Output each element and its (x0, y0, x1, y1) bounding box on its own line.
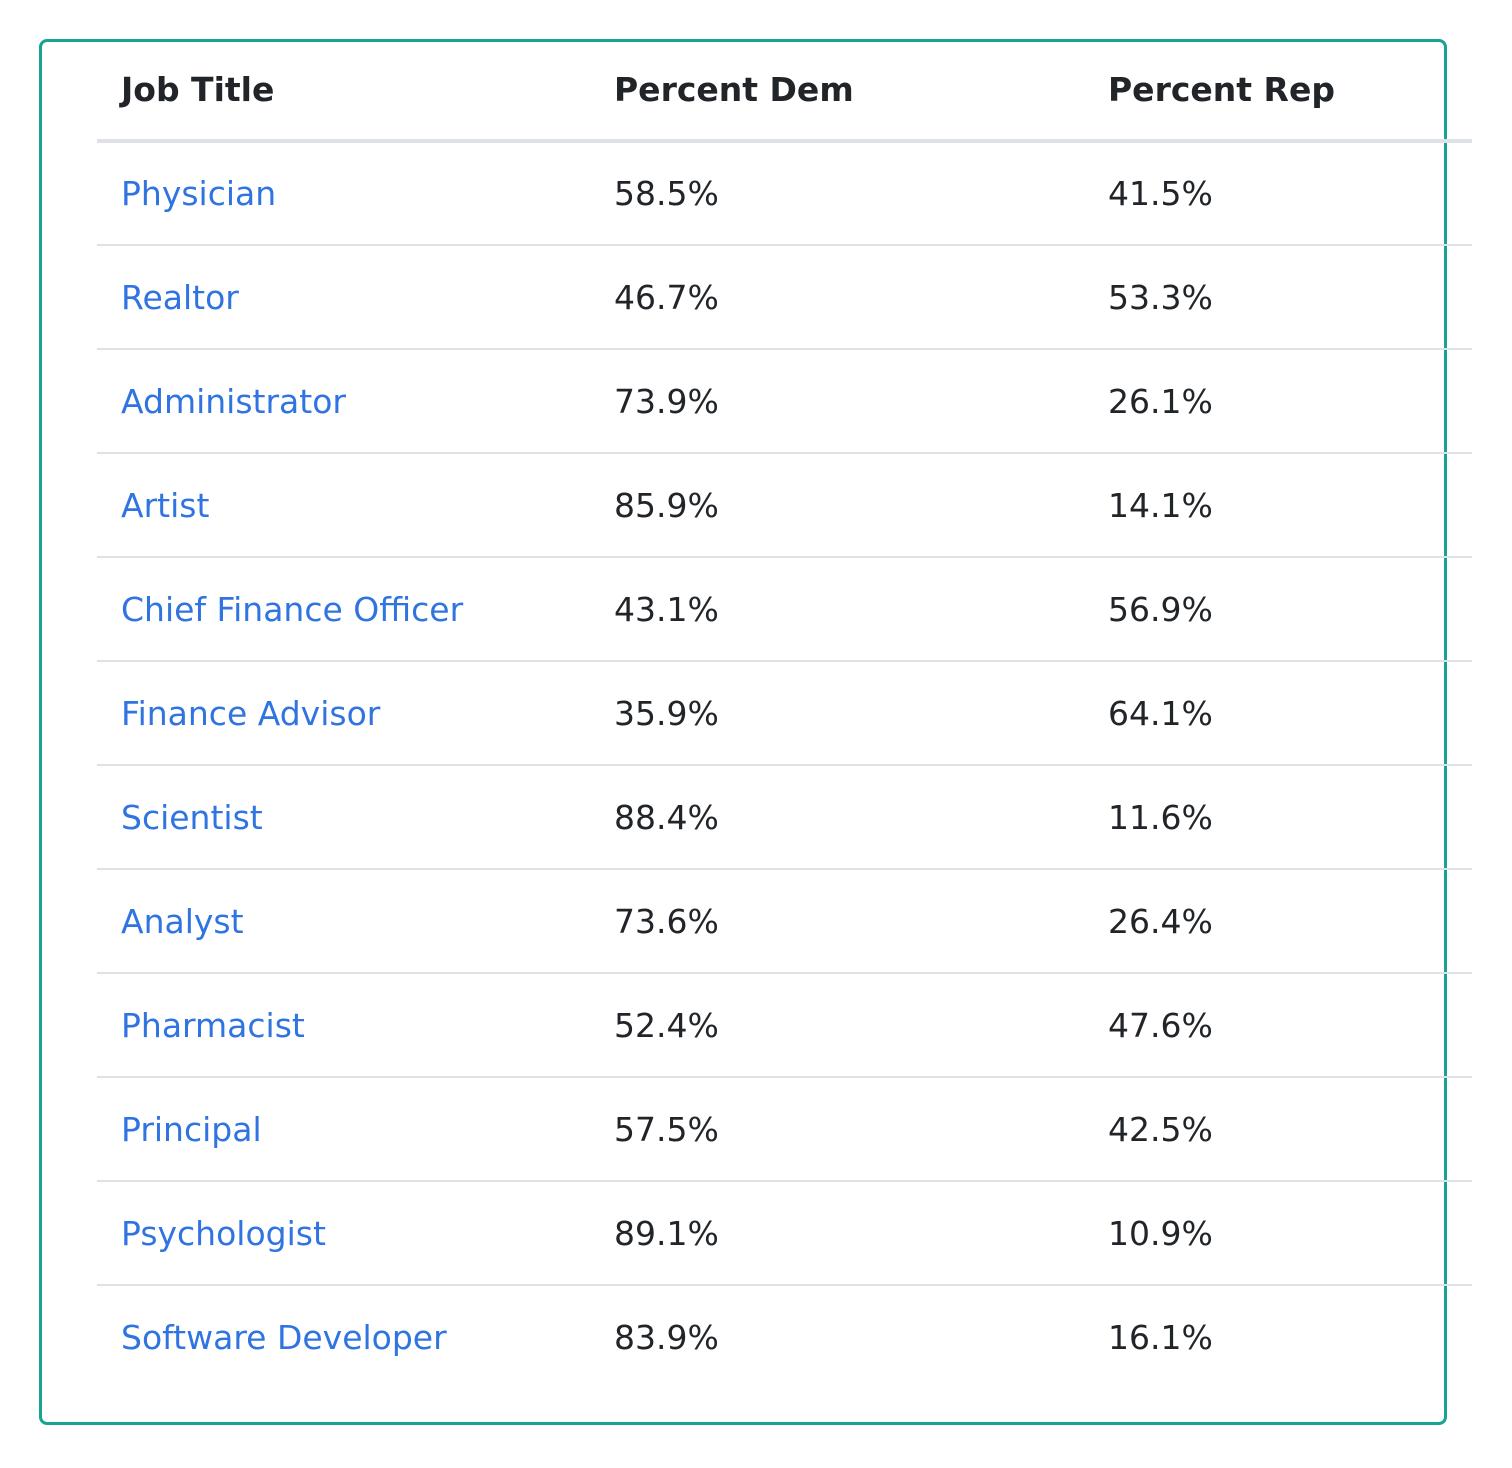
rep-cell: 26.4% (1084, 869, 1472, 974)
job-cell: Pharmacist (97, 973, 590, 1078)
job-cell: Analyst (97, 869, 590, 974)
job-cell: Administrator (97, 349, 590, 454)
rep-cell: 10.9% (1084, 1181, 1472, 1286)
table-header-row: Job Title Percent Dem Percent Rep (97, 40, 1472, 143)
table-row: Administrator 73.9% 26.1% (97, 349, 1472, 454)
job-link-physician[interactable]: Physician (121, 174, 277, 213)
rep-cell: 47.6% (1084, 973, 1472, 1078)
job-link-analyst[interactable]: Analyst (121, 901, 244, 941)
rep-cell: 53.3% (1084, 245, 1472, 350)
job-cell: Finance Advisor (97, 661, 590, 766)
dem-cell: 89.1% (590, 1181, 1084, 1286)
dem-cell: 52.4% (590, 973, 1084, 1078)
table-row: Realtor 46.7% 53.3% (97, 245, 1472, 350)
job-cell: Software Developer (97, 1285, 590, 1389)
table-row: Pharmacist 52.4% 47.6% (97, 973, 1472, 1078)
job-link-administrator[interactable]: Administrator (121, 381, 346, 421)
job-link-scientist[interactable]: Scientist (121, 797, 263, 837)
job-link-pharmacist[interactable]: Pharmacist (121, 1005, 305, 1045)
table-row: Chief Finance Officer 43.1% 56.9% (97, 557, 1472, 662)
rep-cell: 42.5% (1084, 1077, 1472, 1182)
dem-cell: 73.6% (590, 869, 1084, 974)
job-cell: Artist (97, 453, 590, 558)
job-link-psychologist[interactable]: Psychologist (121, 1213, 326, 1253)
dem-cell: 85.9% (590, 453, 1084, 558)
header-percent-rep: Percent Rep (1084, 40, 1472, 143)
table-row: Software Developer 83.9% 16.1% (97, 1285, 1472, 1389)
job-link-realtor[interactable]: Realtor (121, 277, 239, 317)
table-row: Psychologist 89.1% 10.9% (97, 1181, 1472, 1286)
table-container: Job Title Percent Dem Percent Rep Physic… (97, 40, 1472, 1389)
table-row: Analyst 73.6% 26.4% (97, 869, 1472, 974)
dem-cell: 58.5% (590, 141, 1084, 246)
table-row: Artist 85.9% 14.1% (97, 453, 1472, 558)
dem-cell: 73.9% (590, 349, 1084, 454)
dem-cell: 43.1% (590, 557, 1084, 662)
rep-cell: 14.1% (1084, 453, 1472, 558)
job-link-software-developer[interactable]: Software Developer (121, 1318, 447, 1357)
job-link-artist[interactable]: Artist (121, 485, 210, 525)
job-party-table: Job Title Percent Dem Percent Rep Physic… (97, 40, 1472, 1389)
job-cell: Chief Finance Officer (97, 557, 590, 662)
rep-cell: 11.6% (1084, 765, 1472, 870)
rep-cell: 26.1% (1084, 349, 1472, 454)
rep-cell: 64.1% (1084, 661, 1472, 766)
header-job-title: Job Title (97, 40, 590, 143)
table-row: Scientist 88.4% 11.6% (97, 765, 1472, 870)
dem-cell: 88.4% (590, 765, 1084, 870)
job-cell: Physician (97, 141, 590, 246)
dem-cell: 83.9% (614, 1318, 719, 1357)
job-cell: Psychologist (97, 1181, 590, 1286)
dem-cell: 57.5% (590, 1077, 1084, 1182)
job-cell: Scientist (97, 765, 590, 870)
table-row: Finance Advisor 35.9% 64.1% (97, 661, 1472, 766)
table-row: Principal 57.5% 42.5% (97, 1077, 1472, 1182)
header-percent-dem: Percent Dem (590, 40, 1084, 143)
dem-cell: 35.9% (590, 661, 1084, 766)
job-link-principal[interactable]: Principal (121, 1109, 262, 1149)
job-link-finance-advisor[interactable]: Finance Advisor (121, 693, 381, 733)
rep-cell: 41.5% (1084, 141, 1472, 246)
rep-cell: 56.9% (1084, 557, 1472, 662)
rep-cell: 16.1% (1108, 1318, 1213, 1357)
table-row: Physician 58.5% 41.5% (97, 141, 1472, 246)
job-cell: Realtor (97, 245, 590, 350)
job-link-chief-finance-officer[interactable]: Chief Finance Officer (121, 589, 464, 629)
dem-cell: 46.7% (590, 245, 1084, 350)
job-cell: Principal (97, 1077, 590, 1182)
